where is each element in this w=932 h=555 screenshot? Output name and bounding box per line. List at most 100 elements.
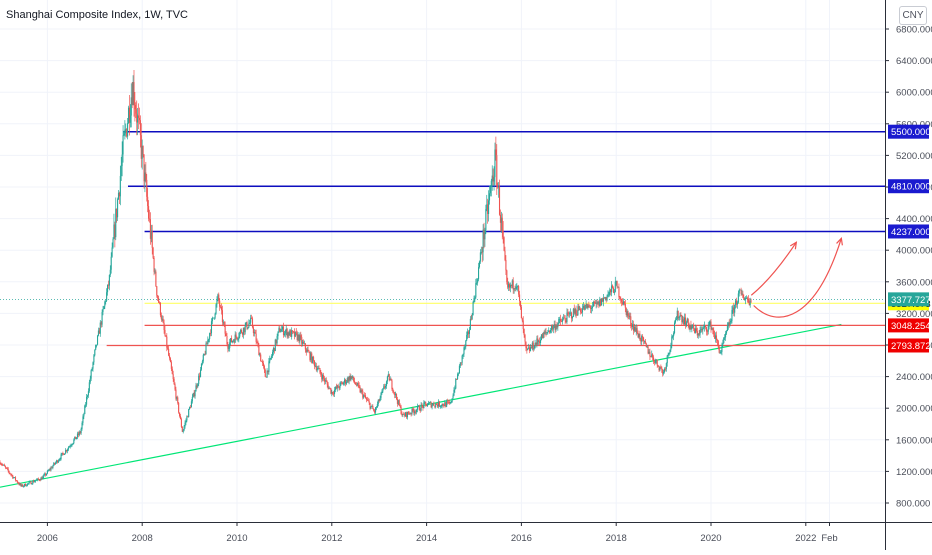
candle-body [437,401,439,407]
candle-body [591,308,593,310]
candle-body [321,375,323,380]
candle-body [157,295,159,298]
candle-body [194,391,196,397]
candle-body [0,461,1,464]
candle-body [447,401,450,403]
level-price-tag-bg [888,179,929,194]
candle-body [210,321,213,334]
candle-body [524,335,526,342]
price-axis-label: 6000.000 [896,88,932,99]
candle-body [561,319,563,322]
candle-body [296,332,298,341]
candle-body [424,402,426,403]
candle-body [16,480,18,483]
candle-body [8,471,10,473]
candle-body [135,109,137,114]
candle-body [457,374,459,380]
candle-body [544,331,546,334]
candle-body [404,414,406,417]
candle-body [577,306,579,316]
candle-body [405,412,408,418]
candle-body [380,393,382,398]
candle-body [14,477,17,481]
candle-body [522,320,524,330]
candle-body [346,378,348,382]
candle-body [219,300,221,307]
candle-body [266,370,268,378]
candle-body [548,330,550,333]
candle-body [397,400,399,404]
candle-body [11,474,13,476]
candle-body [93,355,95,363]
candle-body [68,446,70,448]
candle-body [151,231,153,248]
candle-body [164,330,166,336]
candle-body [212,317,214,319]
candle-body [179,416,182,420]
candle-body [454,388,456,390]
candle-body [59,459,61,460]
candle-body [550,329,552,333]
candle-body [403,413,405,415]
candle-body [723,337,725,344]
candle-body [413,410,415,414]
candle-body [148,218,151,220]
candle-body [239,332,241,337]
candle-body [482,229,484,253]
candle-body [4,464,6,467]
candle-body [162,318,164,323]
candle-body [198,375,200,384]
candle-body [461,355,463,363]
candle-body [112,238,114,248]
candle-body [381,391,383,394]
candle-body [277,331,279,337]
candle-body [418,405,420,411]
candle-body [300,335,302,338]
candle-body [76,437,78,439]
candle-body [230,338,233,343]
candle-body [307,349,309,352]
candle-body [172,374,174,380]
candle-body [10,474,12,475]
time-axis-label: 2010 [226,533,247,544]
candle-body [395,393,398,400]
candle-body [391,380,393,390]
candle-body [215,304,217,314]
candle-body [137,115,139,123]
candle-body [231,340,233,343]
currency-button[interactable]: CNY [899,6,927,25]
candle-body [82,416,84,423]
candle-body [259,354,261,356]
candle-body [736,302,738,305]
time-axis-label: 2018 [606,533,627,544]
candle-body [614,281,616,293]
candle-body [658,366,660,371]
candle-body [716,340,718,342]
candle-body [483,229,485,240]
candle-body [144,172,146,182]
candle-body [744,299,746,301]
candle-body [573,308,575,314]
candle-body [150,231,152,239]
candle-body [642,336,644,338]
candle-body [359,386,361,393]
candle-body [344,379,347,384]
candle-body [630,316,632,325]
candle-body [504,250,506,260]
candle-body [702,328,704,331]
candle-body [414,411,416,414]
candle-body [399,405,401,407]
candle-body [721,344,723,352]
candle-body [709,321,711,325]
candle-body [696,331,698,336]
candle-body [495,149,497,156]
candle-body [643,340,646,342]
candle-body [202,355,204,362]
candle-body [341,382,343,384]
candle-body [139,120,141,136]
time-axis-label: 2020 [700,533,721,544]
candle-body [378,399,380,402]
candle-body [587,305,589,308]
